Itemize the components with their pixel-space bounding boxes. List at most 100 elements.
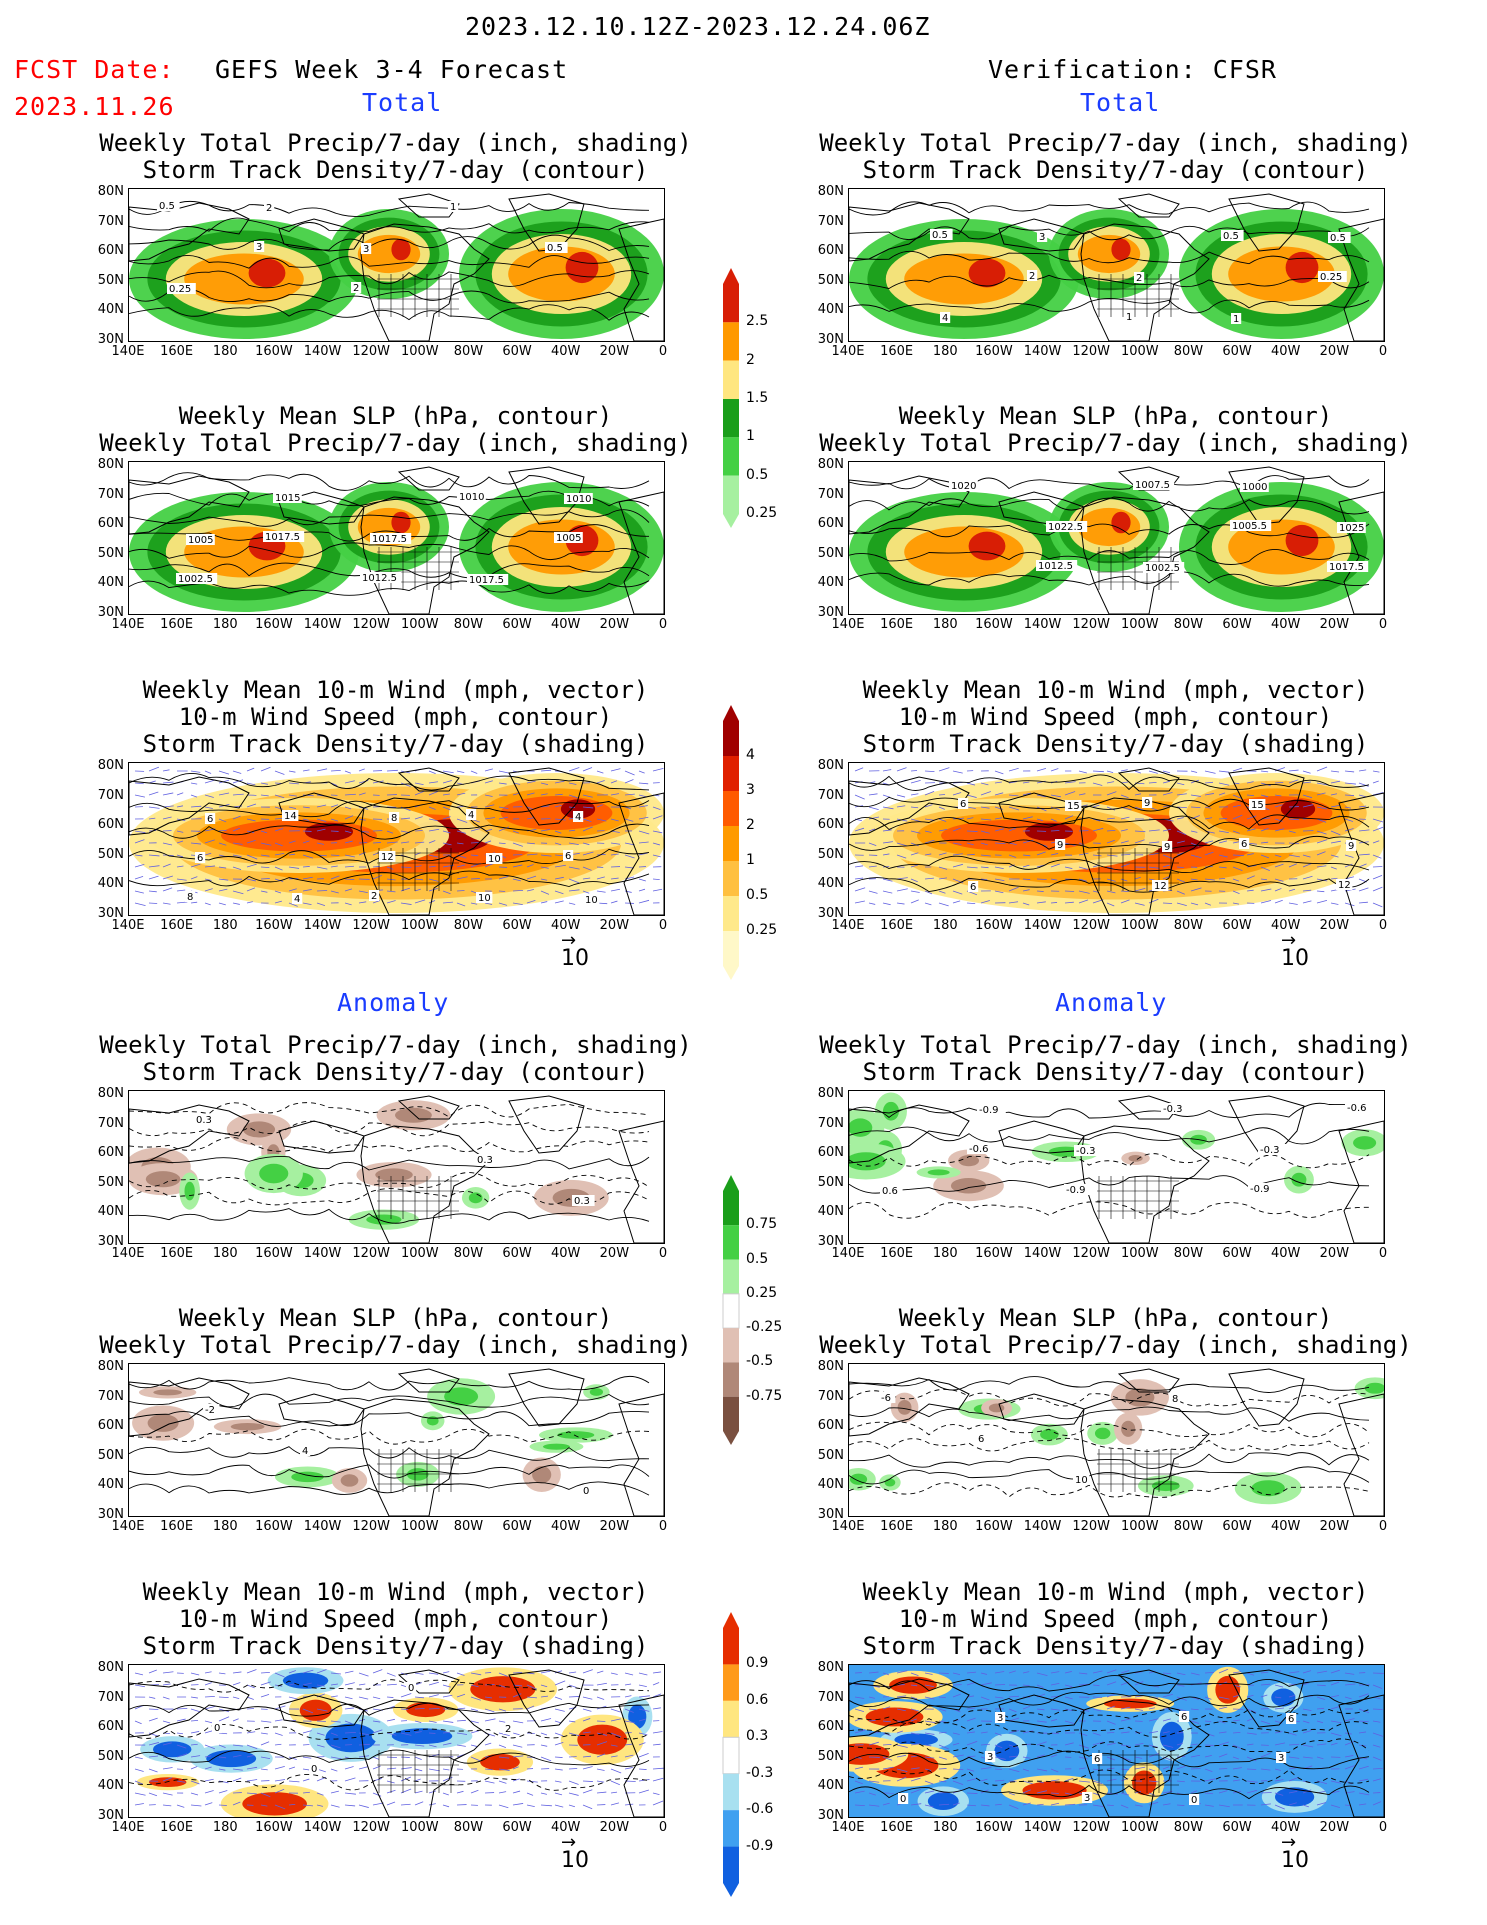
colorbar-swatch [723, 1328, 739, 1363]
lat-label: 50N [817, 846, 844, 862]
anomaly-shading-core [532, 1466, 552, 1484]
contour-label-bg [1124, 311, 1135, 322]
anomaly-shading-core [1121, 1420, 1136, 1437]
anomaly-shading-core [1094, 1427, 1111, 1440]
colorbar-label: 0.25 [746, 505, 778, 521]
colorbar-label: 0.3 [746, 1728, 769, 1745]
anomaly-shading-core [230, 1422, 265, 1431]
contour-label-bg [1179, 1711, 1190, 1722]
contour-label-bg [406, 1682, 417, 1693]
contour-label: 1005 [188, 535, 213, 546]
colorbar-cap [723, 966, 739, 980]
anomaly-shading-core [988, 1403, 1005, 1413]
lon-label: 20W [599, 1246, 630, 1261]
contour-label: 0.3 [196, 1115, 212, 1126]
state-borders [377, 1176, 459, 1219]
lat-label: 80N [817, 1660, 844, 1675]
lon-label: 80W [1173, 344, 1204, 359]
lon-label: 180 [212, 1820, 238, 1835]
contour-label-bg [1162, 841, 1173, 852]
contour-label-bg [273, 492, 302, 503]
contour-label: 1012.5 [362, 573, 397, 584]
anomaly-shading-core [406, 1468, 429, 1481]
anomaly-shading-core [589, 1388, 604, 1396]
lon-label: 180 [212, 617, 238, 632]
lon-label: 140W [1023, 1246, 1062, 1261]
contour-label: 6 [1241, 839, 1247, 850]
contour-label-bg [370, 533, 412, 544]
lat-label: 60N [817, 243, 844, 258]
contour-label: 14 [284, 811, 297, 822]
contour-label: 1017.5 [469, 575, 504, 586]
lon-label: 140E [111, 617, 145, 632]
contour-label: 0.25 [1320, 272, 1342, 283]
shading [221, 819, 377, 852]
colorbar-label: 1 [746, 428, 755, 445]
contours [849, 1102, 1370, 1219]
lon-label: 60W [502, 617, 532, 632]
colorbar-swatch [723, 437, 739, 476]
lat-label: 30N [97, 1233, 124, 1249]
contour-label-bg [212, 1722, 223, 1733]
contour-label: 9 [1057, 840, 1063, 851]
lon-label: 40W [1271, 1519, 1301, 1534]
contour-label-bg [1082, 1792, 1093, 1803]
lon-label: 140E [111, 918, 145, 933]
contour-label-bg [573, 811, 584, 822]
contour-label-bg [476, 892, 493, 903]
anomaly-shading-core [994, 1740, 1020, 1762]
contour-label: 6 [1288, 1714, 1294, 1725]
anomaly-shading-core [1271, 1688, 1296, 1707]
lat-label: 30N [817, 331, 844, 347]
lon-label: 100W [400, 1246, 439, 1261]
panel-title: Weekly Mean SLP (hPa, contour) Weekly To… [819, 402, 1412, 457]
contour-label: 9 [1164, 842, 1170, 853]
lon-label: 20W [1319, 918, 1350, 933]
lat-label: 70N [817, 486, 844, 502]
lon-label: 0 [1378, 344, 1388, 359]
lat-label: 70N [817, 1689, 844, 1705]
contour-label: 1002.5 [1145, 563, 1180, 574]
colorbar-swatch [723, 1773, 739, 1811]
lon-label: 60W [502, 344, 532, 359]
anomaly-shading-core [1132, 1770, 1157, 1796]
state-borders [377, 1449, 459, 1492]
contour-label: 1017.5 [372, 534, 407, 545]
lat-label: 30N [817, 604, 844, 620]
colorbar-label: -0.3 [746, 1764, 774, 1781]
contour-label: 1005 [556, 533, 581, 544]
colorbar-label: 2.5 [746, 313, 769, 330]
contour-label: 12 [1154, 881, 1167, 892]
colorbar-swatch [723, 1225, 739, 1260]
lon-label: 120W [352, 1820, 390, 1835]
colorbar-label: -0.6 [746, 1801, 774, 1818]
anomaly-shading-core [1353, 1136, 1377, 1150]
state-borders [1097, 1176, 1179, 1219]
contour-label: 3 [1278, 1753, 1284, 1764]
lat-label: 30N [817, 905, 844, 921]
colorbar-cap [723, 1883, 739, 1897]
lat-label: 30N [97, 905, 124, 921]
panel-title: Weekly Mean SLP (hPa, contour) Weekly To… [99, 1304, 692, 1359]
coastlines [849, 767, 1384, 915]
lon-label: 120W [352, 1246, 390, 1261]
colorbar-cap [723, 514, 739, 528]
lat-label: 40N [97, 1778, 124, 1793]
lat-label: 40N [817, 1778, 844, 1793]
colorbar-swatch [723, 1191, 739, 1226]
lon-label: 0 [1378, 1246, 1388, 1261]
contour-label: 0.5 [932, 230, 948, 241]
lon-label: 180 [212, 1519, 238, 1534]
contour-label-bg [1055, 839, 1066, 850]
colorbar-label: 0.75 [746, 1216, 778, 1233]
colorbar-swatch [723, 399, 739, 438]
panel-title: Weekly Mean 10-m Wind (mph, vector) 10-m… [862, 676, 1369, 758]
panel-title: Weekly Mean 10-m Wind (mph, vector) 10-m… [862, 1578, 1369, 1660]
contour-label: 0.25 [169, 284, 191, 295]
anomaly-shading-core [865, 1707, 924, 1727]
contour-label: 8 [187, 892, 193, 903]
shading-max [391, 511, 411, 534]
contour-label-bg [1336, 879, 1353, 890]
lon-label: 160E [880, 617, 914, 632]
anomaly-shading-core [299, 1699, 332, 1721]
